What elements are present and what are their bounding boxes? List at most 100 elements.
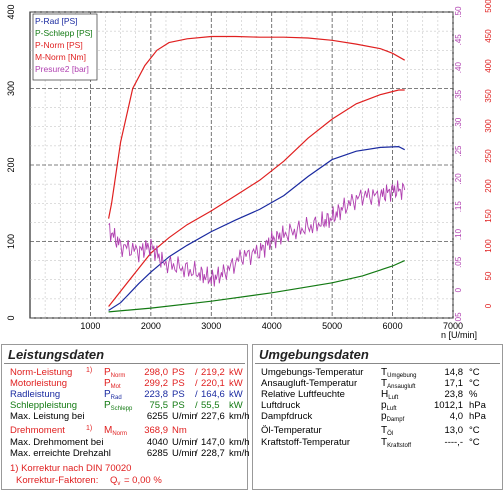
row-label: Kraftstoff-Temperatur bbox=[261, 436, 351, 448]
x-tick-label: 2000 bbox=[141, 321, 161, 331]
y-right-pressure-tick: .10 bbox=[454, 228, 463, 240]
row-unit-2: kW bbox=[229, 367, 243, 378]
footnote-factors-sym-sub: v bbox=[117, 481, 121, 487]
umgebung-row: Ansaugluft-Temperatur TAnsaugluft 17,1 °C bbox=[253, 378, 502, 390]
row-symbol-letter: T bbox=[381, 378, 388, 389]
row-label: Ansaugluft-Temperatur bbox=[261, 378, 358, 389]
umgebungsdaten-panel: Umgebungsdaten Umgebungs-Temperatur TUmge… bbox=[252, 344, 503, 490]
x-tick-label: 5000 bbox=[322, 321, 342, 331]
row-label: Motorleistung bbox=[10, 378, 68, 389]
x-tick-label: 1000 bbox=[80, 321, 100, 331]
row-value: 14,8 bbox=[444, 367, 464, 378]
row-symbol: HLuft bbox=[381, 389, 398, 401]
y-left-tick-label: 300 bbox=[6, 81, 16, 96]
row-label: Norm-Leistung bbox=[10, 367, 73, 378]
row-symbol: PRad bbox=[104, 389, 122, 401]
legend-entry: P-Norm [PS] bbox=[35, 40, 83, 50]
row-unit: °C bbox=[469, 367, 480, 378]
y-right-red-tick: 0 bbox=[484, 303, 493, 308]
row-label: Max. Drehmoment bei bbox=[10, 436, 104, 448]
footnote-factors-label: Korrektur-Faktoren: bbox=[16, 475, 99, 486]
row-symbol-letter: P bbox=[104, 400, 111, 411]
row-label: Max. Leistung bei bbox=[10, 411, 85, 422]
row-unit: °C bbox=[469, 436, 480, 448]
legend-entry: M-Norm [Nm] bbox=[35, 52, 86, 62]
row-value: ----,- bbox=[444, 436, 463, 448]
legend-entry: P-Schlepp [PS] bbox=[35, 28, 93, 38]
row-symbol-sub: Dampf bbox=[386, 417, 405, 423]
row-unit-2: km/h bbox=[229, 411, 250, 422]
row-value: 6285 bbox=[146, 448, 168, 459]
umgebung-row: Umgebungs-Temperatur TUmgebung 14,8 °C bbox=[253, 367, 502, 379]
y-right-pressure-tick: .40 bbox=[454, 62, 463, 74]
row-symbol-sub: Kraftstoff bbox=[387, 442, 412, 449]
series-line-pressure2 bbox=[108, 180, 406, 287]
row-unit: hPa bbox=[469, 411, 486, 422]
row-value: 223,8 bbox=[144, 389, 168, 400]
row-symbol: TUmgebung bbox=[381, 367, 416, 379]
leistung-row: Max. Drehmoment bei 4040 U/min/147,0 km/h bbox=[2, 436, 250, 449]
y-right-pressure-tick: .25 bbox=[454, 145, 463, 157]
row-value-2: 164,6 bbox=[201, 389, 225, 400]
row-value: 75,5 bbox=[149, 400, 169, 411]
divider bbox=[255, 363, 500, 364]
y-right-pressure-tick: 0 bbox=[454, 287, 463, 292]
row-unit: °C bbox=[469, 425, 480, 436]
footnote-mark: 1) bbox=[86, 425, 93, 432]
y-right-red-tick: 200 bbox=[484, 179, 493, 193]
y-right-pressure-tick: .15 bbox=[454, 201, 463, 213]
row-value-2: 147,0 bbox=[201, 436, 225, 448]
footnote-mark: 1) bbox=[86, 367, 93, 374]
leistung-row: Max. erreichte Drehzahl 6285 U/min/228,7 km… bbox=[2, 448, 250, 460]
row-symbol-letter: P bbox=[104, 389, 111, 400]
umgebung-row: Luftdruck pLuft 1012,1 hPa bbox=[253, 400, 502, 412]
leistung-row: Schleppleistung PSchlepp 75,5 PS /55,5 kW bbox=[2, 400, 247, 412]
y-right-pressure-tick: .30 bbox=[454, 117, 463, 129]
legend-entry: P-Rad [PS] bbox=[35, 16, 78, 26]
row-symbol: PMot bbox=[104, 378, 121, 390]
row-unit: °C bbox=[469, 378, 480, 389]
row-value-2: 220,1 bbox=[201, 378, 225, 389]
footnote-factors-sym: Qv bbox=[110, 475, 120, 487]
row-unit-2: km/h bbox=[229, 448, 250, 459]
y-right-red-tick: 250 bbox=[484, 149, 493, 163]
leistung-row: Drehmoment 1) MNorm 368,9 Nm bbox=[2, 425, 247, 437]
leistung-row: Norm-Leistung 1) PNorm 298,0 PS /219,2 kW bbox=[2, 367, 247, 379]
footnote-factors: Korrektur-Faktoren: Qv = 0,00 % bbox=[2, 475, 247, 487]
y-right-pressure-tick: .05 bbox=[454, 256, 463, 268]
umgebung-row: Dampfdruck pDampf 4,0 hPa bbox=[253, 411, 502, 423]
row-value-2: 219,2 bbox=[201, 367, 225, 378]
row-symbol-sub: Luft bbox=[388, 395, 399, 401]
row-value: 4,0 bbox=[449, 411, 463, 422]
leistungsdaten-title: Leistungsdaten bbox=[8, 347, 105, 362]
row-symbol-sub: Rad bbox=[110, 395, 122, 401]
x-tick-label: 6000 bbox=[383, 321, 403, 331]
row-value: 23,8 bbox=[444, 389, 464, 400]
y-right-pressure-tick: .05 bbox=[454, 312, 463, 324]
legend-entry: Presure2 [bar] bbox=[35, 64, 89, 74]
row-symbol: MNorm bbox=[104, 425, 127, 437]
row-label: Relative Luftfeuchte bbox=[261, 389, 345, 400]
y-right-red-tick: 150 bbox=[484, 209, 493, 223]
y-left-tick-label: 100 bbox=[6, 234, 16, 249]
y-right-pressure-tick: .35 bbox=[454, 89, 463, 101]
umgebungsdaten-title: Umgebungsdaten bbox=[259, 347, 369, 362]
row-symbol-letter: p bbox=[381, 400, 387, 411]
row-unit: Nm bbox=[172, 425, 187, 436]
row-unit-2: kW bbox=[229, 378, 243, 389]
row-symbol: TKraftstoff bbox=[381, 437, 411, 449]
row-label: Max. erreichte Drehzahl bbox=[10, 448, 111, 459]
row-symbol: TÖl bbox=[381, 425, 393, 437]
row-label: Luftdruck bbox=[261, 400, 301, 411]
row-unit: PS bbox=[172, 400, 185, 411]
y-right-red-tick: 350 bbox=[484, 89, 493, 103]
footnote-factors-sym-letter: Q bbox=[110, 475, 118, 486]
row-unit-2: kW bbox=[229, 400, 243, 411]
y-right-red-tick: 50 bbox=[484, 271, 493, 280]
y-right-red-tick: 100 bbox=[484, 239, 493, 253]
series-line-m-norm-nm bbox=[108, 35, 405, 219]
row-symbol: pDampf bbox=[381, 411, 404, 423]
row-value: 13,0 bbox=[444, 425, 464, 436]
row-symbol-letter: H bbox=[381, 389, 389, 400]
row-label: Dampfdruck bbox=[261, 411, 313, 422]
